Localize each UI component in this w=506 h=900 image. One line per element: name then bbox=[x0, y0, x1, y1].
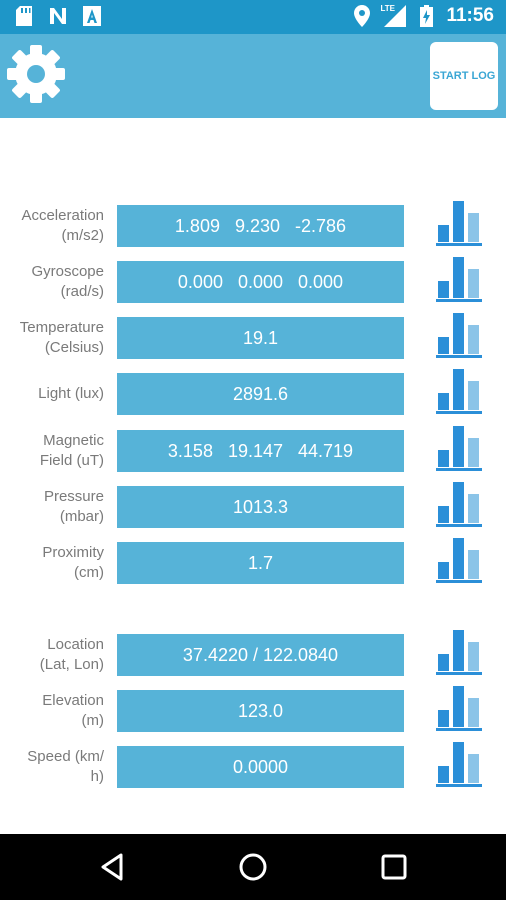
navigation-bar bbox=[0, 834, 506, 900]
back-button[interactable] bbox=[97, 851, 129, 883]
chart-button[interactable] bbox=[436, 367, 482, 415]
bar-chart-icon bbox=[436, 313, 482, 358]
sensor-row: Acceleration (m/s2) 1.809 9.230 -2.786 bbox=[0, 201, 506, 247]
sd-card-icon bbox=[14, 6, 34, 26]
sensor-label: Location (Lat, Lon) bbox=[39, 636, 104, 673]
location-icon bbox=[352, 5, 372, 27]
sensor-value: 0.0000 bbox=[117, 746, 404, 788]
sensor-label: Magnetic Field (uT) bbox=[39, 432, 104, 469]
a-notification-icon bbox=[82, 6, 102, 26]
chart-button[interactable] bbox=[436, 684, 482, 732]
sensor-label: Light (lux) bbox=[38, 385, 104, 402]
chart-button[interactable] bbox=[436, 199, 482, 247]
bar-chart-icon bbox=[436, 257, 482, 302]
sensor-label: Acceleration (m/s2) bbox=[21, 207, 104, 244]
home-button[interactable] bbox=[237, 851, 269, 883]
home-icon bbox=[239, 853, 267, 881]
sensor-row: Location (Lat, Lon) 37.4220 / 122.0840 bbox=[0, 630, 506, 676]
gear-icon bbox=[7, 45, 65, 103]
settings-button[interactable] bbox=[6, 44, 66, 104]
sensor-row: Pressure (mbar) 1013.3 bbox=[0, 482, 506, 528]
recents-button[interactable] bbox=[378, 851, 410, 883]
chart-button[interactable] bbox=[436, 740, 482, 788]
lte-signal-icon: LTE bbox=[380, 4, 407, 27]
sensor-label: Elevation (m) bbox=[42, 692, 104, 729]
bar-chart-icon bbox=[436, 538, 482, 583]
chart-button[interactable] bbox=[436, 311, 482, 359]
sensor-value: 1013.3 bbox=[117, 486, 404, 528]
sensor-label: Gyroscope (rad/s) bbox=[31, 263, 104, 300]
clock: 11:56 bbox=[446, 5, 494, 26]
bar-chart-icon bbox=[436, 201, 482, 246]
start-log-button[interactable]: START LOG bbox=[430, 42, 498, 110]
back-icon bbox=[101, 853, 123, 881]
sensor-label: Speed (km/ h) bbox=[27, 748, 104, 785]
chart-button[interactable] bbox=[436, 536, 482, 584]
sensor-value: 123.0 bbox=[117, 690, 404, 732]
sensor-label: Pressure (mbar) bbox=[43, 488, 104, 525]
chart-button[interactable] bbox=[436, 480, 482, 528]
sensor-value: 1.7 bbox=[117, 542, 404, 584]
sensor-row: Speed (km/ h) 0.0000 bbox=[0, 742, 506, 788]
sensor-value: 0.000 0.000 0.000 bbox=[117, 261, 404, 303]
app-bar: START LOG bbox=[0, 34, 506, 118]
bar-chart-icon bbox=[436, 369, 482, 414]
sensor-row: Light (lux) 2891.6 bbox=[0, 369, 506, 415]
chart-button[interactable] bbox=[436, 424, 482, 472]
bar-chart-icon bbox=[436, 686, 482, 731]
sensor-value: 1.809 9.230 -2.786 bbox=[117, 205, 404, 247]
status-bar: LTE 11:56 bbox=[0, 0, 506, 34]
bar-chart-icon bbox=[436, 630, 482, 675]
sensor-row: Magnetic Field (uT) 3.158 19.147 44.719 bbox=[0, 426, 506, 472]
sensor-row: Elevation (m) 123.0 bbox=[0, 686, 506, 732]
sensor-value: 19.1 bbox=[117, 317, 404, 359]
chart-button[interactable] bbox=[436, 255, 482, 303]
sensor-value: 2891.6 bbox=[117, 373, 404, 415]
n-notification-icon bbox=[48, 6, 68, 26]
bar-chart-icon bbox=[436, 426, 482, 471]
sensor-label: Proximity (cm) bbox=[42, 544, 104, 581]
recents-icon bbox=[381, 854, 407, 880]
bar-chart-icon bbox=[436, 482, 482, 527]
battery-charging-icon bbox=[416, 5, 436, 27]
sensor-row: Proximity (cm) 1.7 bbox=[0, 538, 506, 584]
sensor-value: 3.158 19.147 44.719 bbox=[117, 430, 404, 472]
sensor-row: Gyroscope (rad/s) 0.000 0.000 0.000 bbox=[0, 257, 506, 303]
bar-chart-icon bbox=[436, 742, 482, 787]
sensor-row: Temperature (Celsius) 19.1 bbox=[0, 313, 506, 359]
chart-button[interactable] bbox=[436, 628, 482, 676]
sensor-value: 37.4220 / 122.0840 bbox=[117, 634, 404, 676]
sensor-label: Temperature (Celsius) bbox=[19, 319, 104, 356]
